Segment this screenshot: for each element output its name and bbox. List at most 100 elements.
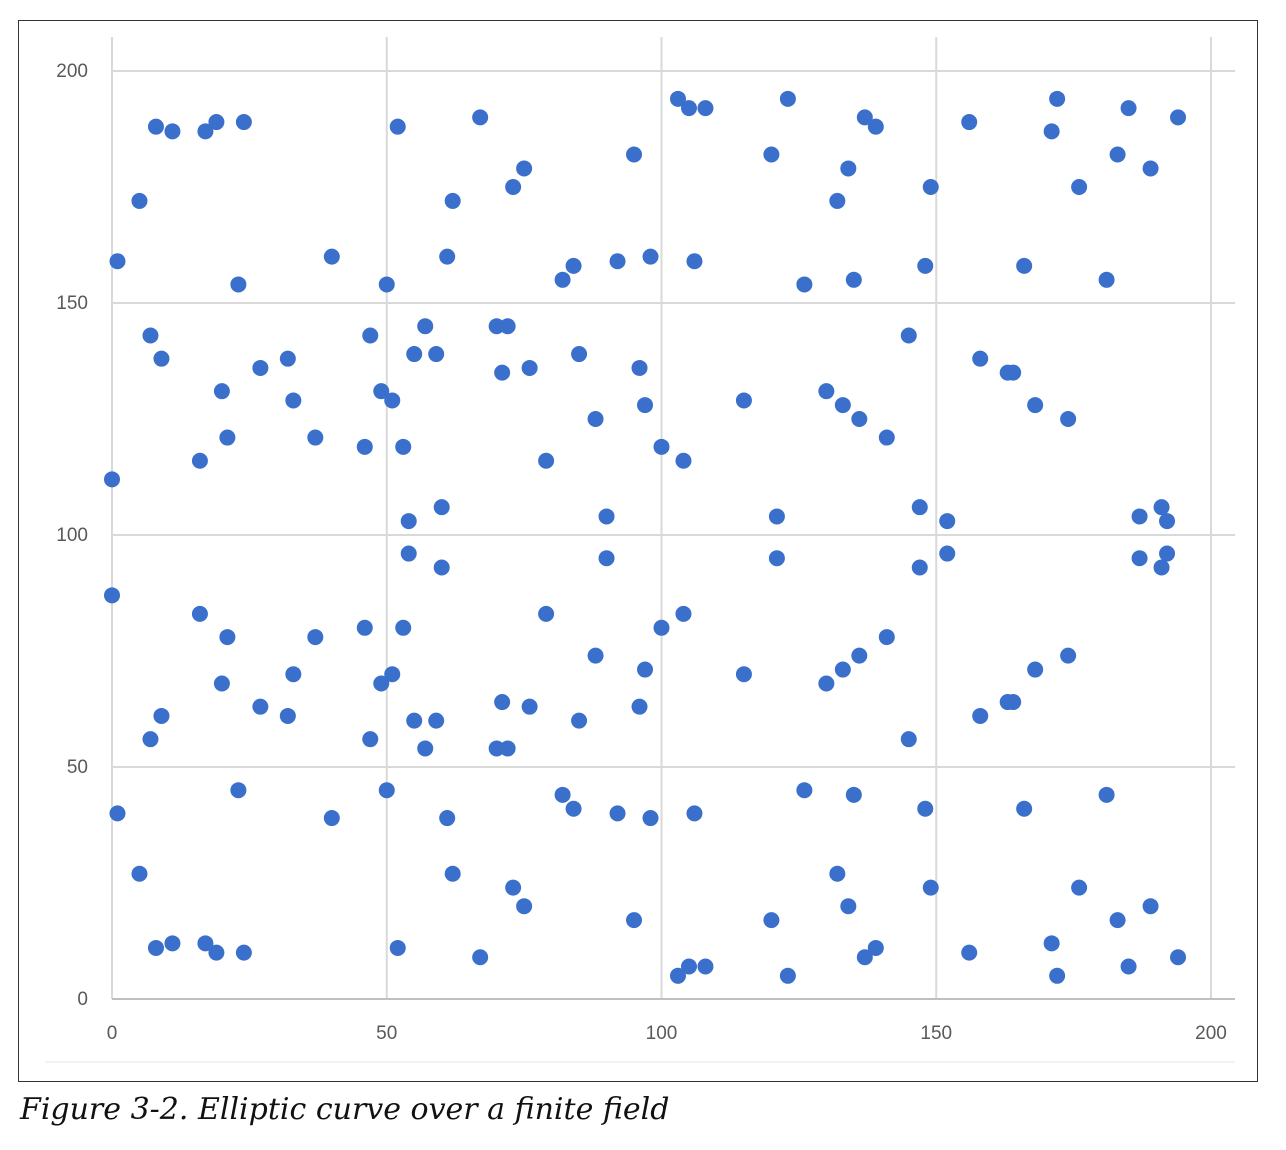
data-point-97 xyxy=(631,698,648,715)
data-point-122 xyxy=(796,276,813,293)
data-point-160 xyxy=(1016,257,1033,274)
data-point-102 xyxy=(653,438,670,455)
data-point-90 xyxy=(598,508,615,525)
data-point-149 xyxy=(922,879,939,896)
data-point-63 xyxy=(439,810,456,827)
y-tick-label-0: 0 xyxy=(77,989,88,1010)
data-point-24 xyxy=(230,276,247,293)
data-point-27 xyxy=(235,944,252,961)
data-point-82 xyxy=(554,271,571,288)
data-point-150 xyxy=(939,513,956,530)
data-point-67 xyxy=(472,949,489,966)
data-point-120 xyxy=(779,90,796,107)
data-point-133 xyxy=(845,786,862,803)
data-points xyxy=(104,90,1187,984)
data-point-58 xyxy=(428,346,445,363)
data-point-187 xyxy=(1170,949,1187,966)
data-point-84 xyxy=(565,257,582,274)
data-point-33 xyxy=(285,666,302,683)
data-point-48 xyxy=(389,118,406,135)
data-point-62 xyxy=(439,248,456,265)
data-point-182 xyxy=(1153,499,1170,516)
data-point-28 xyxy=(252,359,269,376)
data-point-151 xyxy=(939,545,956,562)
data-point-44 xyxy=(378,276,395,293)
data-point-148 xyxy=(922,179,939,195)
data-point-74 xyxy=(505,179,522,195)
data-point-20 xyxy=(213,383,230,400)
data-point-96 xyxy=(631,359,648,376)
data-point-180 xyxy=(1142,160,1159,177)
data-point-141 xyxy=(878,629,895,646)
data-point-14 xyxy=(191,452,208,469)
data-point-0 xyxy=(104,471,120,488)
data-point-146 xyxy=(917,257,934,274)
data-point-40 xyxy=(362,327,379,344)
data-point-175 xyxy=(1109,912,1126,929)
data-point-59 xyxy=(428,712,445,729)
data-point-70 xyxy=(494,364,511,381)
data-point-80 xyxy=(538,452,555,469)
data-point-143 xyxy=(900,731,917,748)
data-point-110 xyxy=(686,253,703,270)
tick-labels: 0 50 100 150 200 0 50 100 150 200 xyxy=(56,61,1227,1044)
data-point-7 xyxy=(142,731,159,748)
data-point-26 xyxy=(235,114,252,131)
data-point-124 xyxy=(818,383,835,400)
data-point-71 xyxy=(494,694,511,711)
data-point-83 xyxy=(554,786,571,803)
data-point-72 xyxy=(499,318,516,335)
data-point-88 xyxy=(587,411,604,427)
data-point-105 xyxy=(669,967,686,984)
data-point-49 xyxy=(389,939,406,956)
data-point-117 xyxy=(763,912,780,929)
data-point-181 xyxy=(1142,898,1159,915)
data-point-30 xyxy=(279,350,296,367)
data-point-104 xyxy=(669,90,686,107)
data-point-65 xyxy=(444,865,461,882)
data-point-165 xyxy=(1043,935,1060,952)
data-point-98 xyxy=(637,397,654,414)
data-point-123 xyxy=(796,782,813,799)
data-point-114 xyxy=(735,392,752,409)
data-point-17 xyxy=(197,935,214,952)
data-point-155 xyxy=(972,707,989,724)
data-point-142 xyxy=(900,327,917,344)
data-point-92 xyxy=(609,253,626,270)
data-point-5 xyxy=(131,865,148,882)
figure-caption: Figure 3-2. Elliptic curve over a finite… xyxy=(20,1092,670,1127)
data-point-159 xyxy=(1005,694,1022,711)
data-point-173 xyxy=(1098,786,1115,803)
data-point-46 xyxy=(384,392,401,409)
data-point-135 xyxy=(851,647,868,664)
data-point-16 xyxy=(197,123,214,140)
y-tick-label-150: 150 xyxy=(56,293,88,314)
data-point-13 xyxy=(164,935,181,952)
data-point-107 xyxy=(675,605,692,622)
x-tick-label-150: 150 xyxy=(920,1023,952,1044)
data-point-127 xyxy=(829,865,846,882)
data-point-93 xyxy=(609,805,626,822)
data-point-147 xyxy=(917,800,934,817)
data-point-186 xyxy=(1170,109,1187,126)
data-point-29 xyxy=(252,698,269,715)
data-point-3 xyxy=(109,805,126,822)
data-point-158 xyxy=(1005,364,1022,381)
data-point-161 xyxy=(1016,800,1033,817)
data-point-56 xyxy=(417,318,434,335)
data-point-139 xyxy=(867,939,884,956)
data-point-60 xyxy=(433,499,450,516)
data-point-34 xyxy=(307,429,324,446)
data-point-125 xyxy=(818,675,835,692)
data-point-113 xyxy=(697,958,714,975)
data-point-128 xyxy=(834,397,851,414)
data-point-164 xyxy=(1043,123,1060,140)
data-point-109 xyxy=(680,958,697,975)
data-point-162 xyxy=(1027,397,1044,414)
data-point-6 xyxy=(142,327,159,344)
data-point-168 xyxy=(1060,411,1077,427)
data-point-91 xyxy=(598,550,615,567)
data-point-184 xyxy=(1159,513,1176,530)
data-point-106 xyxy=(675,452,692,469)
data-point-144 xyxy=(911,499,928,516)
